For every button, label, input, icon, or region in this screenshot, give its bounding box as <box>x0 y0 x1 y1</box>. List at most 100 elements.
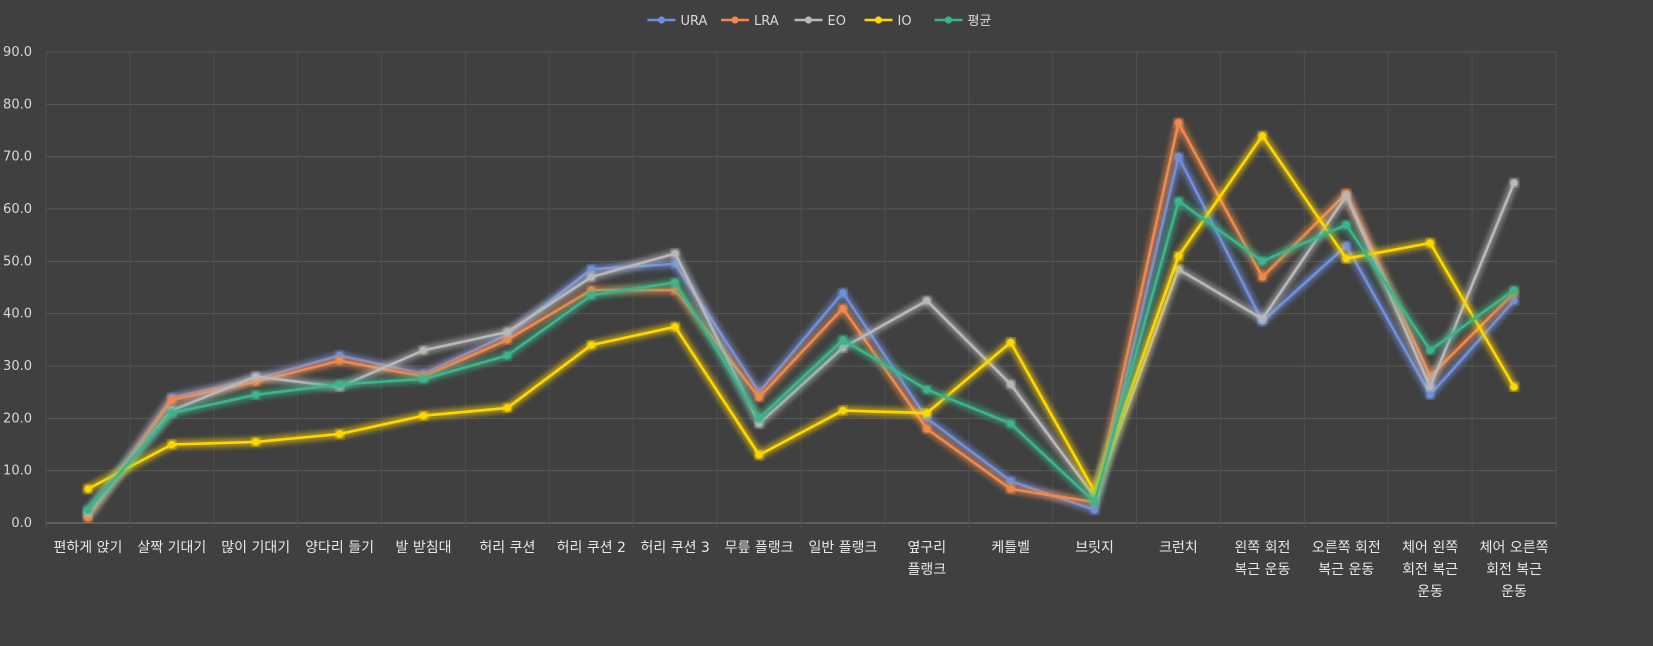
x-category-label: 체어 오른쪽 회전 복근 운동 <box>1480 540 1549 600</box>
data-point <box>1510 286 1518 294</box>
x-category-label-line: 브릿지 <box>1075 540 1114 556</box>
x-category-label: 많이 기대기 <box>221 540 290 556</box>
data-point <box>1258 315 1266 323</box>
data-point <box>1174 119 1183 127</box>
data-point <box>839 406 847 415</box>
data-point <box>252 378 260 386</box>
x-category-label-line: 왼쪽 회전 <box>1234 540 1290 556</box>
series-line <box>86 155 1516 517</box>
legend-swatch-marker <box>731 16 739 24</box>
data-point <box>1342 242 1350 250</box>
data-point <box>503 404 511 412</box>
data-point <box>671 260 679 268</box>
data-point <box>1510 383 1518 391</box>
data-point <box>587 273 595 281</box>
data-point <box>1426 383 1434 391</box>
data-point <box>252 372 260 381</box>
data-point <box>1342 192 1350 200</box>
data-point <box>587 341 595 349</box>
data-point <box>755 419 763 428</box>
series-line <box>86 134 1516 493</box>
x-category-label-line: 살짝 기대기 <box>137 540 206 556</box>
legend-swatch-marker <box>804 16 813 24</box>
legend: URA LRA EO IO 평균 <box>647 14 991 29</box>
data-point <box>755 451 763 459</box>
data-point <box>84 485 92 493</box>
data-point <box>1258 273 1266 281</box>
x-category-label: 크런치 <box>1159 540 1198 556</box>
data-point <box>1091 498 1099 506</box>
y-tick-label: 70.0 <box>3 150 32 165</box>
data-point <box>336 351 344 360</box>
data-point <box>336 380 344 388</box>
data-point <box>1007 419 1015 428</box>
y-tick-label: 80.0 <box>3 97 32 112</box>
x-category-label-line: 체어 오른쪽 <box>1480 540 1549 556</box>
x-category-label: 일반 플랭크 <box>809 540 878 556</box>
data-point <box>1426 372 1434 381</box>
data-point <box>84 506 92 514</box>
data-point <box>587 286 595 294</box>
x-category-label: 양다리 들기 <box>305 540 374 556</box>
x-category-label-line: 크런치 <box>1159 540 1198 556</box>
series-lines <box>84 119 1518 522</box>
legend-label: IO <box>898 14 912 29</box>
data-point <box>1342 255 1350 263</box>
data-point <box>923 425 931 433</box>
legend-swatch-marker <box>657 16 666 24</box>
data-point <box>1510 296 1518 305</box>
x-category-label: 살짝 기대기 <box>137 540 206 556</box>
data-point <box>1426 391 1434 399</box>
data-point <box>503 336 511 344</box>
x-category-label-line: 많이 기대기 <box>221 540 290 556</box>
x-category-label-line: 오른쪽 회전 <box>1312 540 1381 556</box>
legend-swatch-marker <box>874 16 883 24</box>
legend-swatch-marker <box>944 16 953 24</box>
data-point <box>671 249 679 258</box>
data-point <box>1007 485 1015 493</box>
data-point <box>1174 252 1183 260</box>
data-point <box>839 344 847 352</box>
x-category-label: 편하게 앉기 <box>54 540 123 556</box>
y-tick-label: 60.0 <box>3 202 32 217</box>
legend-label: URA <box>681 14 708 29</box>
x-category-label: 옆구리 플랭크 <box>908 540 947 578</box>
x-category-label-line: 양다리 들기 <box>305 540 374 556</box>
data-point <box>923 385 931 394</box>
y-tick-label: 30.0 <box>3 359 32 374</box>
data-point <box>1258 132 1266 140</box>
y-tick-label: 10.0 <box>3 464 32 479</box>
x-category-label: 허리 쿠션 <box>479 540 535 556</box>
x-category-label-line: 발 받침대 <box>396 540 452 556</box>
x-category-label-line: 회전 복근 <box>1402 562 1458 578</box>
y-axis-tick-labels: 0.0 10.0 20.0 30.0 40.0 50.0 60.0 70.0 80.0 90.0 <box>3 45 32 531</box>
data-point <box>839 336 847 344</box>
x-category-label: 허리 쿠션 2 <box>557 540 626 556</box>
data-point <box>336 430 344 438</box>
data-point <box>1091 506 1099 514</box>
data-point <box>168 440 176 449</box>
x-category-label: 체어 왼쪽 회전 복근 운동 <box>1402 540 1458 600</box>
data-point <box>252 391 260 399</box>
x-category-label-line: 일반 플랭크 <box>809 540 878 556</box>
data-point <box>1510 179 1518 187</box>
y-tick-label: 90.0 <box>3 45 32 60</box>
x-category-label-line: 편하게 앉기 <box>54 540 123 556</box>
data-point <box>587 291 595 299</box>
data-point <box>1007 338 1015 347</box>
x-category-label-line: 허리 쿠션 2 <box>557 540 626 556</box>
data-point <box>671 323 679 331</box>
x-category-label: 케틀벨 <box>991 540 1030 556</box>
data-point <box>419 412 428 420</box>
data-point <box>1007 477 1015 485</box>
data-point <box>1174 197 1183 205</box>
x-category-label-line: 복근 운동 <box>1318 562 1374 578</box>
x-category-label-line: 운동 <box>1417 584 1443 600</box>
data-point <box>671 286 679 294</box>
data-point <box>1426 239 1434 247</box>
y-tick-label: 50.0 <box>3 254 32 269</box>
data-point <box>923 296 931 305</box>
data-point <box>168 409 176 417</box>
